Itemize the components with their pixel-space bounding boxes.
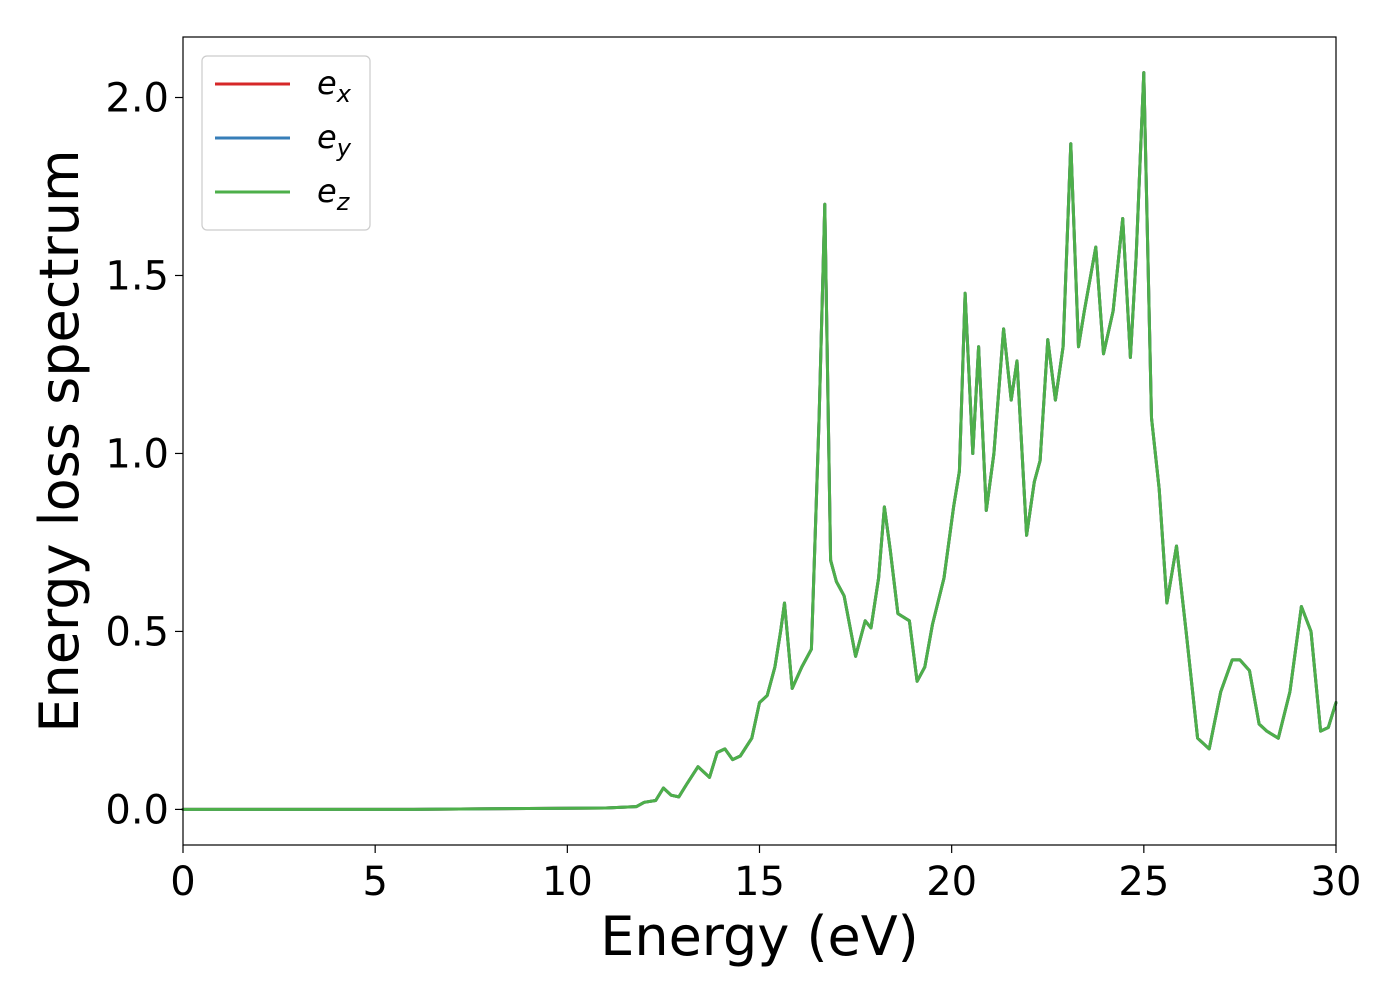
y-tick-label: 0.0 (105, 787, 169, 833)
plot-background (183, 37, 1336, 845)
x-tick-label: 20 (926, 859, 977, 905)
x-tick-label: 25 (1118, 859, 1169, 905)
legend-label-ey: ey (317, 118, 352, 162)
x-tick-label: 30 (1311, 859, 1362, 905)
y-axis-label: Energy loss spectrum (28, 149, 91, 732)
series-layer (181, 71, 1338, 811)
legend: ex ey ez (201, 55, 371, 231)
series-line-ez (181, 71, 1338, 811)
x-tick-label: 0 (170, 859, 195, 905)
y-tick-label: 1.5 (105, 253, 169, 299)
x-tick-label: 5 (362, 859, 387, 905)
legend-label-ez: ez (317, 172, 351, 216)
legend-box (201, 55, 371, 231)
legend-label-ex: ex (317, 64, 352, 108)
x-axis-label: Energy (eV) (600, 905, 919, 968)
y-axis-ticks: 0.0 0.5 1.0 1.5 2.0 (105, 76, 183, 833)
x-tick-label: 10 (542, 859, 593, 905)
x-axis-ticks: 0 5 10 15 20 25 30 (170, 845, 1361, 905)
y-tick-label: 2.0 (105, 76, 169, 122)
y-tick-label: 0.5 (105, 609, 169, 655)
y-tick-label: 1.0 (105, 431, 169, 477)
x-tick-label: 15 (734, 859, 785, 905)
